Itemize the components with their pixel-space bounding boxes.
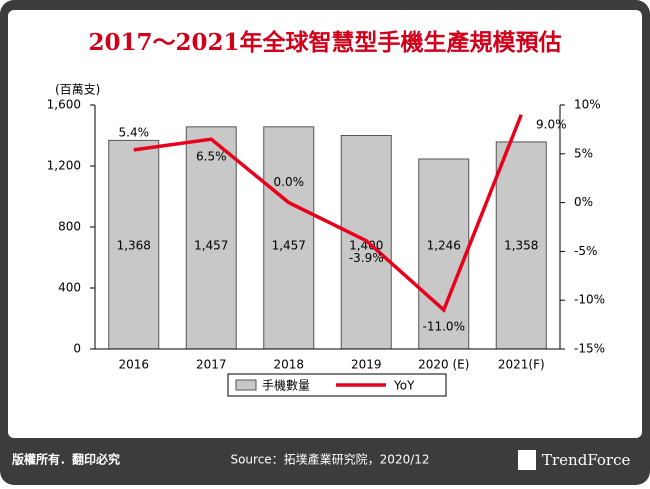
x-tick-label: 2017 — [196, 358, 227, 372]
panel — [8, 10, 642, 438]
source: Source：拓墣產業研究院，2020/12 — [230, 452, 429, 467]
bar — [495, 141, 547, 350]
bar-label: 1,358 — [504, 239, 538, 253]
y2-tick-label: -10% — [574, 293, 605, 307]
logo: TrendForce — [542, 451, 631, 469]
x-tick-label: 2020 (E) — [418, 358, 469, 372]
y-tick-label: 0 — [73, 342, 81, 356]
line-label: 0.0% — [274, 175, 305, 189]
y-tick-label: 400 — [58, 281, 81, 295]
y2-tick-label: -15% — [574, 342, 605, 356]
bar-label: 1,457 — [272, 239, 306, 253]
logo-icon — [518, 450, 536, 470]
bar-label: 1,368 — [117, 239, 151, 253]
y-tick-label: 1,200 — [47, 159, 81, 173]
bar — [418, 158, 470, 350]
x-tick-label: 2018 — [273, 358, 304, 372]
line-label: 5.4% — [119, 125, 150, 139]
bar — [108, 139, 160, 350]
y2-tick-label: 5% — [574, 146, 593, 160]
x-tick-label: 2021(F) — [498, 358, 545, 372]
line-label: 9.0% — [536, 117, 567, 131]
legend-label: 手機數量 — [262, 378, 310, 393]
y-axis-label: (百萬支) — [55, 83, 100, 97]
legend-swatch — [235, 379, 257, 391]
bar-label: 1,246 — [427, 239, 461, 253]
copyright: 版權所有．翻印必究 — [12, 452, 120, 467]
y2-tick-label: 10% — [574, 98, 601, 112]
y-tick-label: 1,600 — [47, 98, 81, 112]
y-tick-label: 800 — [58, 220, 81, 234]
y2-tick-label: 0% — [574, 195, 593, 209]
line — [133, 114, 523, 313]
chart-title: 2017～2021年全球智慧型手機生產規模預估 — [88, 29, 561, 56]
y2-tick-label: -5% — [574, 244, 597, 258]
line-label: -3.9% — [349, 251, 384, 265]
legend-label: YoY — [393, 379, 415, 393]
line-label: -11.0% — [423, 319, 465, 333]
line-label: 6.5% — [196, 150, 227, 164]
bar — [263, 126, 315, 350]
x-tick-label: 2016 — [118, 358, 149, 372]
bar-label: 1,457 — [194, 239, 228, 253]
x-tick-label: 2019 — [351, 358, 382, 372]
